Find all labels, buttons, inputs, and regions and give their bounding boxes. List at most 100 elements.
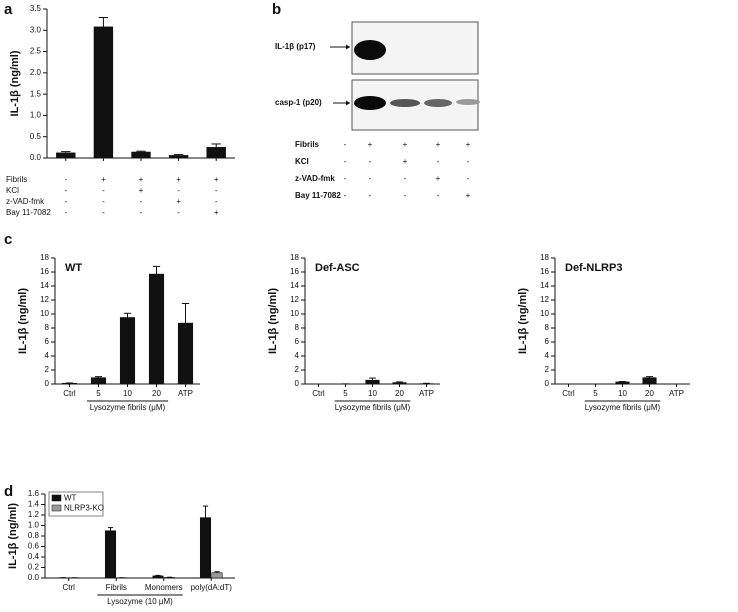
treatment-name: Bay 11-7082 xyxy=(6,208,51,217)
y-tick-label: 2 xyxy=(45,365,50,374)
treatment-sign: - xyxy=(344,157,347,166)
treatment-sign: - xyxy=(215,186,218,195)
x-tick-label: 5 xyxy=(343,389,348,398)
y-tick-label: 18 xyxy=(40,253,49,262)
y-axis-label: IL-1β (ng/ml) xyxy=(517,288,529,354)
y-tick-label: 14 xyxy=(40,281,49,290)
treatment-sign: - xyxy=(437,191,440,200)
band xyxy=(354,96,386,110)
panel-letter: c xyxy=(4,231,12,248)
y-tick-label: 4 xyxy=(295,351,300,360)
treatment-sign: - xyxy=(369,157,372,166)
legend-swatch xyxy=(51,494,62,502)
treatment-sign: - xyxy=(344,191,347,200)
x-tick-label: 10 xyxy=(368,389,377,398)
y-tick-label: 1.5 xyxy=(30,89,42,98)
y-tick-label: 16 xyxy=(540,267,549,276)
y-tick-label: 0 xyxy=(45,379,50,388)
bar xyxy=(119,317,136,385)
y-tick-label: 4 xyxy=(45,351,50,360)
treatment-sign: - xyxy=(344,174,347,183)
x-tick-label: Monomers xyxy=(145,583,183,592)
treatment-sign: + xyxy=(139,175,144,184)
bar xyxy=(206,147,226,159)
chart-title: Def-NLRP3 xyxy=(565,262,622,274)
treatment-name: z-VAD-fmk xyxy=(295,174,335,183)
treatment-sign: - xyxy=(404,174,407,183)
y-tick-label: 1.2 xyxy=(28,510,40,519)
treatment-name: Fibrils xyxy=(295,140,320,149)
treatment-sign: - xyxy=(102,197,105,206)
band xyxy=(424,99,452,107)
x-tick-label: Ctrl xyxy=(63,389,76,398)
x-tick-label: ATP xyxy=(178,389,193,398)
treatment-sign: + xyxy=(436,140,441,149)
legend-swatch xyxy=(51,504,62,512)
treatment-sign: - xyxy=(140,197,143,206)
band-label: casp-1 (p20) xyxy=(275,98,322,107)
bar xyxy=(615,381,630,385)
y-tick-label: 0.0 xyxy=(30,153,42,162)
treatment-sign: - xyxy=(215,197,218,206)
treatment-sign: + xyxy=(403,157,408,166)
x-tick-label: Fibrils xyxy=(106,583,127,592)
y-tick-label: 8 xyxy=(545,323,550,332)
y-tick-label: 10 xyxy=(540,309,549,318)
y-tick-label: 0.5 xyxy=(30,132,42,141)
treatment-sign: - xyxy=(64,197,67,206)
group-label: Lysozyme (10 μM) xyxy=(107,597,173,606)
y-tick-label: 2 xyxy=(545,365,550,374)
bar xyxy=(56,152,76,159)
panel-letter: d xyxy=(4,483,13,500)
arrow-head xyxy=(346,44,350,50)
treatment-sign: + xyxy=(368,140,373,149)
treatment-sign: + xyxy=(466,140,471,149)
y-tick-label: 2.5 xyxy=(30,47,42,56)
bar xyxy=(148,273,165,385)
treatment-sign: - xyxy=(467,174,470,183)
x-tick-label: 20 xyxy=(645,389,654,398)
y-tick-label: 1.4 xyxy=(28,500,40,509)
treatment-sign: + xyxy=(101,175,106,184)
y-tick-label: 8 xyxy=(45,323,50,332)
legend-label: WT xyxy=(64,494,77,503)
treatment-name: Bay 11-7082 xyxy=(295,191,341,200)
bar xyxy=(642,377,657,385)
treatment-sign: - xyxy=(437,157,440,166)
y-tick-label: 16 xyxy=(290,267,299,276)
y-axis-label: IL-1β (ng/ml) xyxy=(9,50,21,116)
y-tick-label: 3.5 xyxy=(30,4,42,13)
x-tick-label: 10 xyxy=(618,389,627,398)
y-tick-label: 14 xyxy=(540,281,549,290)
treatment-sign: - xyxy=(177,208,180,217)
treatment-sign: - xyxy=(102,208,105,217)
treatment-sign: + xyxy=(139,186,144,195)
treatment-sign: + xyxy=(214,175,219,184)
y-tick-label: 0.4 xyxy=(28,552,40,561)
y-tick-label: 0.8 xyxy=(28,531,40,540)
treatment-sign: - xyxy=(404,191,407,200)
treatment-name: z-VAD-fmk xyxy=(6,197,45,206)
y-tick-label: 0 xyxy=(295,379,300,388)
treatment-sign: + xyxy=(214,208,219,217)
band xyxy=(456,99,480,105)
y-tick-label: 12 xyxy=(40,295,49,304)
panel-letter: b xyxy=(272,1,281,18)
treatment-sign: - xyxy=(369,174,372,183)
treatment-sign: - xyxy=(369,191,372,200)
legend-label: NLRP3-KO xyxy=(64,504,104,513)
y-tick-label: 0.0 xyxy=(28,573,40,582)
arrow-head xyxy=(346,100,350,106)
x-tick-label: Ctrl xyxy=(312,389,325,398)
bar xyxy=(131,151,151,159)
y-tick-label: 0 xyxy=(545,379,550,388)
y-tick-label: 1.0 xyxy=(28,521,40,530)
x-tick-label: 10 xyxy=(123,389,132,398)
treatment-sign: + xyxy=(403,140,408,149)
y-tick-label: 18 xyxy=(540,253,549,262)
y-tick-label: 0.6 xyxy=(28,542,40,551)
y-axis-label: IL-1β (ng/ml) xyxy=(267,288,279,354)
treatment-name: KCl xyxy=(6,186,19,195)
x-tick-label: 5 xyxy=(593,389,598,398)
